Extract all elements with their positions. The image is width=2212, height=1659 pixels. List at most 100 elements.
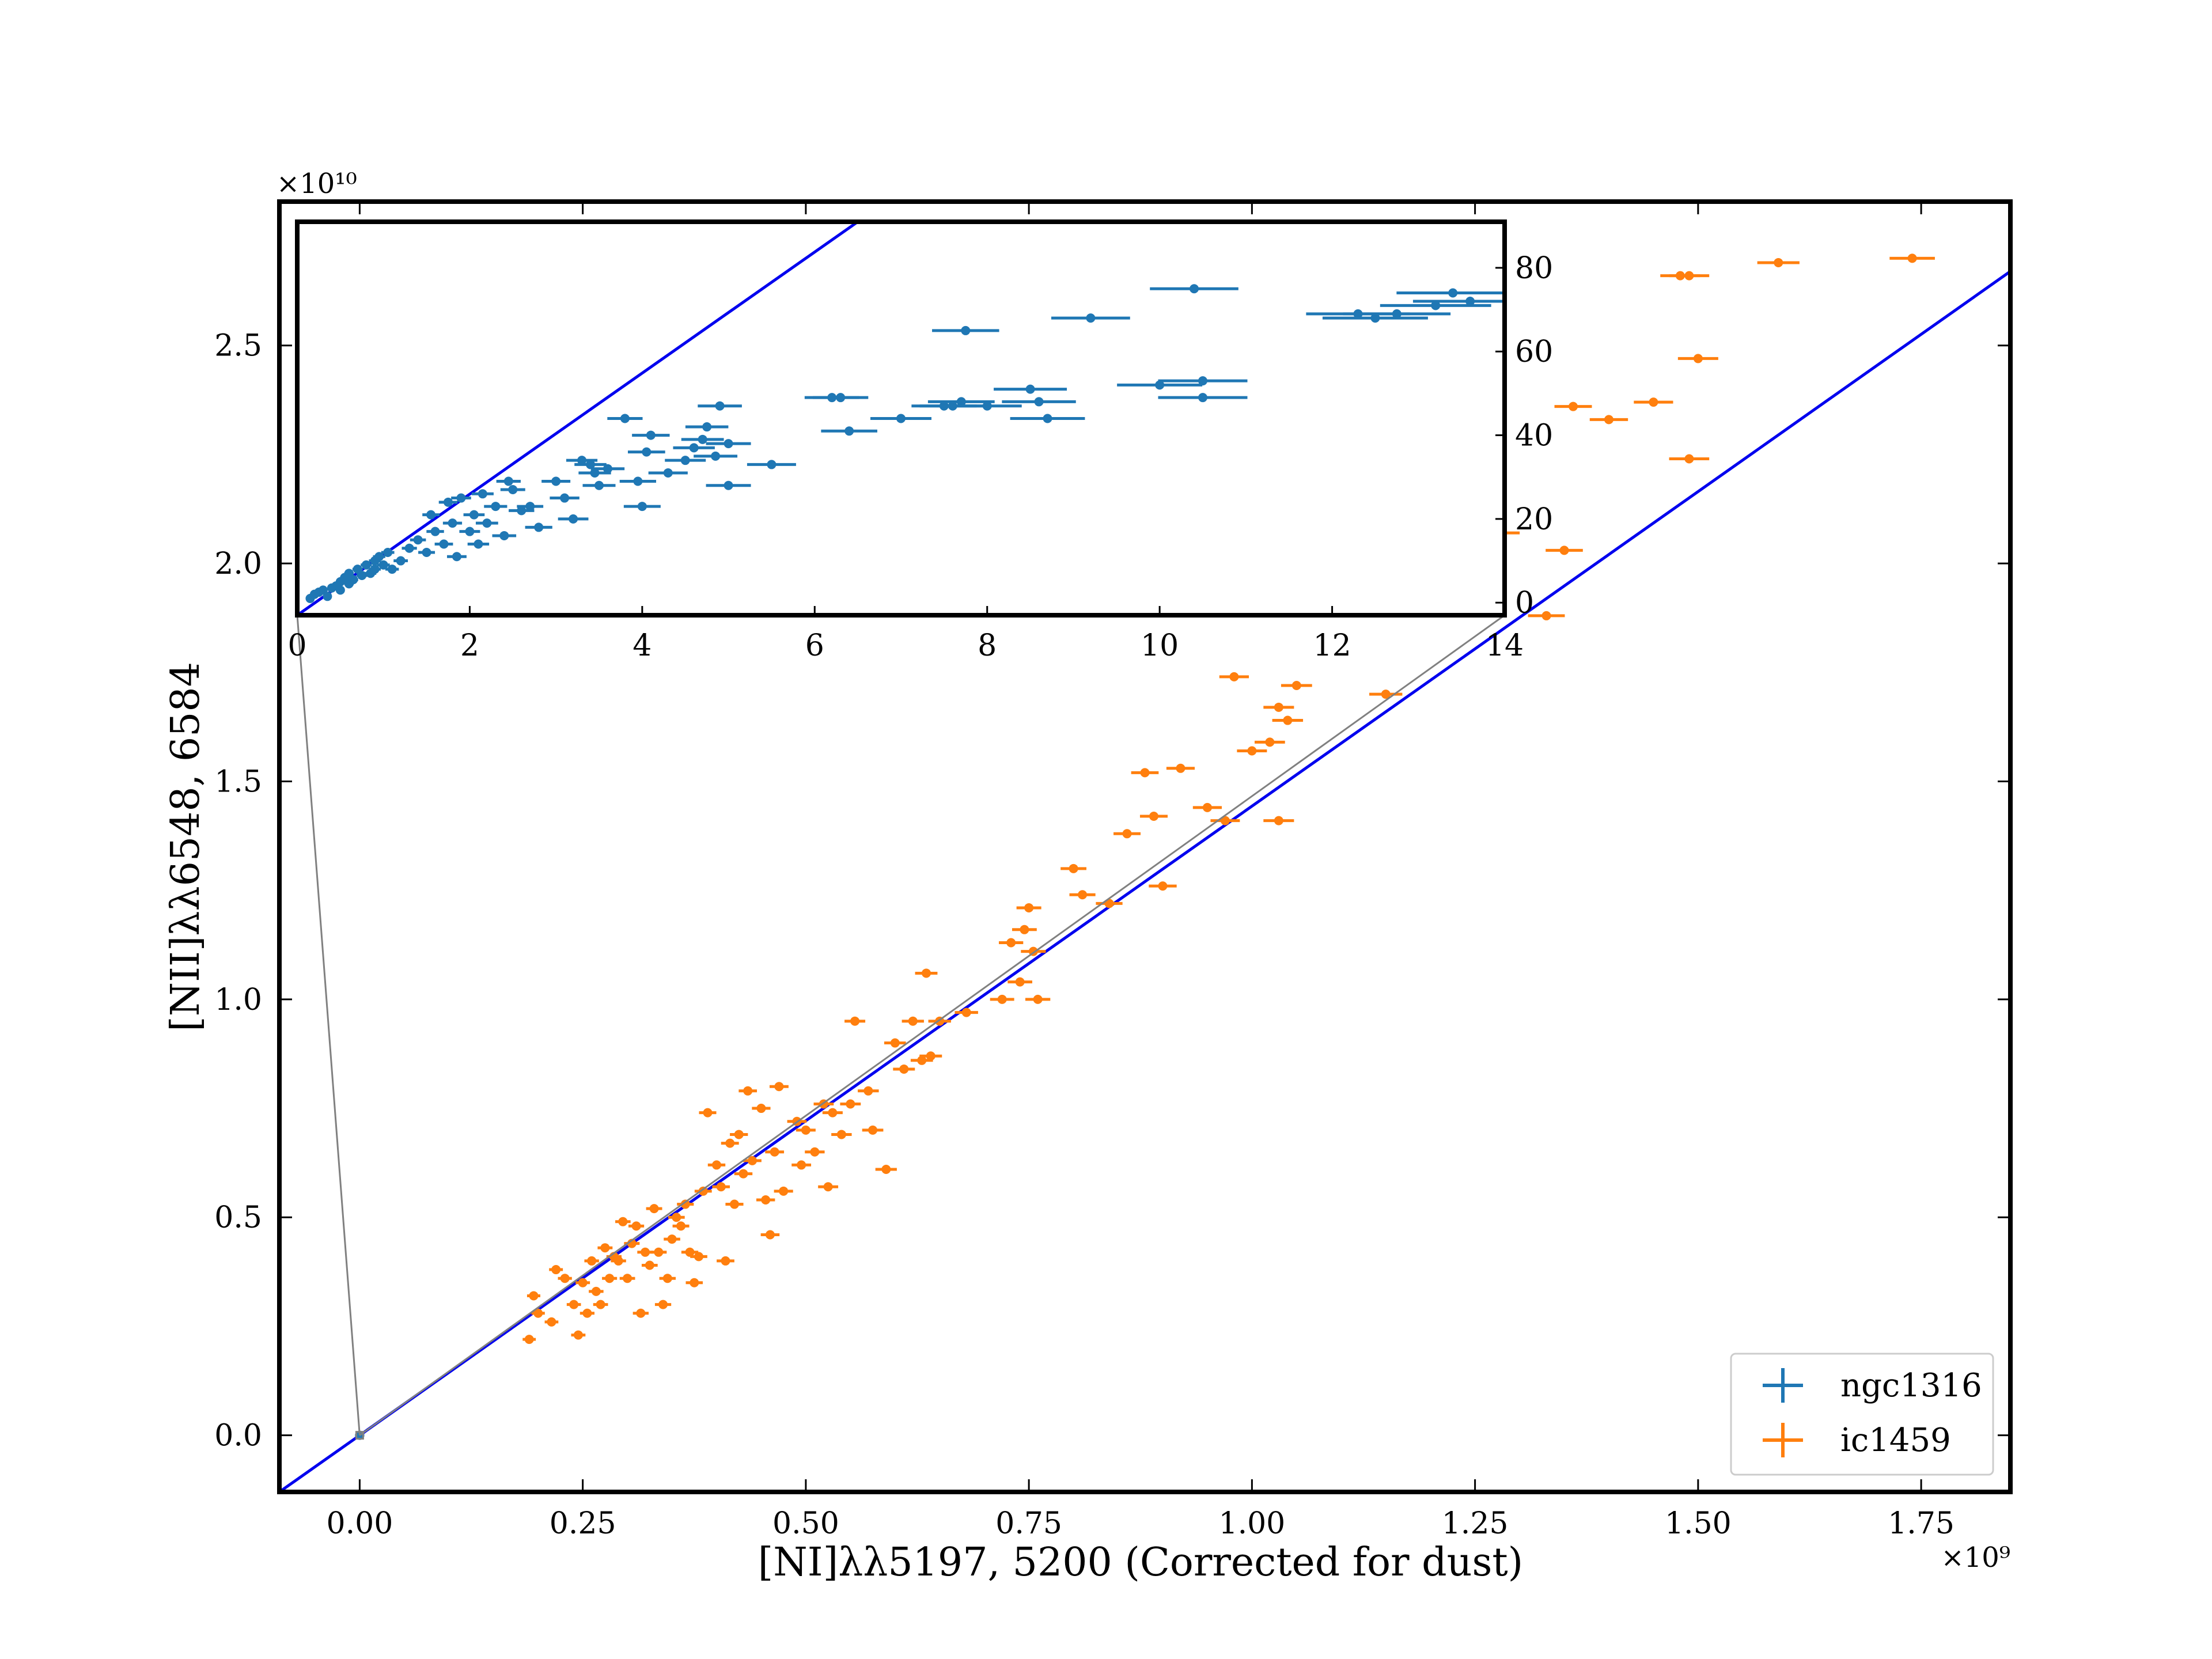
y-tick-label: 1.0 [214,983,262,1017]
main-data-layer [278,253,2012,1494]
data-point-ic1459-102 [1559,546,1569,555]
inset-data-point-60 [680,456,690,465]
data-point-ic1459-104 [1604,415,1613,425]
data-point-ic1459-76 [1020,925,1029,934]
inset-data-point-23 [396,556,406,566]
main-plot-frame [277,199,2013,1494]
x-axis-title: [NI]λλ5197, 5200 (Corrected for dust) [758,1540,1523,1585]
main-plot: 0.00 0.25 0.50 0.75 1.00 1.25 1.50 1.750.00.51.… [214,199,2013,1541]
inset-y-tick-label: 80 [1515,251,1553,286]
data-point-ic1459-96 [1274,816,1283,825]
inset-data-point-49 [577,456,587,465]
data-point-ic1459-32 [685,1247,695,1257]
data-point-ic1459-62 [863,1086,873,1096]
data-point-ic1459-110 [1774,257,1783,267]
inset-data-point-82 [1155,380,1165,390]
data-point-ic1459-90 [1229,672,1239,681]
data-point-ic1459-0 [524,1335,534,1344]
data-point-ic1459-5 [560,1274,570,1283]
inset-data-point-48 [569,514,578,524]
data-point-ic1459-39 [721,1256,730,1266]
data-point-ic1459-17 [618,1217,628,1226]
data-point-ic1459-84 [1140,768,1150,778]
data-point-ic1459-28 [667,1234,677,1244]
data-point-ic1459-48 [765,1230,775,1240]
inset-data-point-35 [469,510,479,520]
data-point-ic1459-44 [743,1086,753,1096]
inset-data-point-75 [956,397,966,407]
data-point-ic1459-13 [600,1243,610,1253]
y-tick-label: 0.0 [214,1419,262,1453]
data-point-ic1459-24 [649,1204,659,1214]
inset-x-tick-label: 8 [978,628,997,663]
data-point-ic1459-65 [890,1038,900,1048]
x-tick-label: 0.00 [327,1506,393,1541]
inset-data-point-54 [620,414,630,423]
data-point-ic1459-59 [836,1130,846,1139]
y-tick-label: 1.5 [214,764,262,799]
inset-data-point-66 [724,439,733,449]
inset-data-point-71 [844,426,854,436]
inset-x-tick-label: 0 [287,628,306,663]
main-reference-line [278,270,2012,1494]
data-point-ic1459-26 [658,1300,668,1309]
data-point-ic1459-1 [529,1291,539,1301]
inset-data-point-44 [525,502,535,512]
inset-ticks: 0 2 4 6 8 10 12 14 0 20 40 60 80 [287,251,1553,663]
data-point-ic1459-95 [1265,737,1275,747]
inset-data-point-26 [422,548,431,558]
inset-data-point-29 [439,539,449,549]
data-point-ic1459-8 [578,1278,588,1287]
inset-data-point-38 [482,518,492,528]
inset-data-point-25 [413,535,423,545]
data-point-ic1459-91 [1247,746,1257,756]
inset-data-point-7 [335,585,345,595]
inset-data-point-30 [444,497,453,507]
x-tick-label: 0.25 [550,1506,616,1541]
inset-data-point-53 [603,464,612,474]
data-point-ic1459-72 [961,1007,971,1017]
inset-data-point-4 [323,592,332,601]
inset-x-tick-label: 2 [460,628,479,663]
data-point-ic1459-81 [1078,890,1088,900]
inset-x-tick-label: 14 [1486,628,1524,663]
inset-data-point-40 [499,531,509,540]
data-point-ic1459-73 [997,994,1007,1004]
x-tick-label: 1.50 [1665,1506,1732,1541]
inset-data-point-79 [1034,397,1044,407]
data-point-ic1459-107 [1684,271,1694,281]
inset-data-point-46 [551,476,561,486]
data-point-ic1459-31 [680,1199,690,1209]
data-point-ic1459-67 [908,1016,918,1026]
data-point-ic1459-16 [613,1256,623,1266]
data-point-ic1459-86 [1158,881,1168,891]
data-point-ic1459-70 [926,1051,935,1061]
inset-data-point-42 [508,485,518,495]
x-tick-label: 1.00 [1218,1506,1285,1541]
data-point-ic1459-64 [881,1165,891,1174]
inset-data-point-68 [767,460,777,469]
legend-label-ngc1316: ngc1316 [1840,1367,1982,1404]
data-point-ic1459-29 [672,1213,681,1222]
data-point-ic1459-53 [797,1160,806,1170]
inset-x-tick-label: 4 [632,628,652,663]
data-point-ic1459-21 [636,1308,646,1318]
inset-data-point-39 [491,502,501,512]
inset-data-point-18 [370,565,380,574]
inset-data-point-62 [698,434,707,444]
data-point-ic1459-2 [533,1308,543,1318]
data-point-ic1459-36 [703,1108,713,1118]
zoom-connectors [296,614,1505,1440]
y-tick-label: 2.0 [214,547,262,581]
data-point-ic1459-108 [1693,354,1703,363]
data-point-ic1459-60 [846,1099,855,1109]
data-point-ic1459-37 [711,1160,721,1170]
inset-series-ngc1316 [305,284,1505,603]
legend: ngc1316 ic1459 [1730,1353,1994,1476]
data-point-ic1459-109 [1684,454,1694,464]
data-point-ic1459-63 [868,1125,878,1135]
data-point-ic1459-4 [551,1265,561,1275]
data-point-ic1459-58 [828,1108,838,1118]
inset-data-point-89 [1431,301,1441,310]
inset-data-point-33 [456,493,466,503]
